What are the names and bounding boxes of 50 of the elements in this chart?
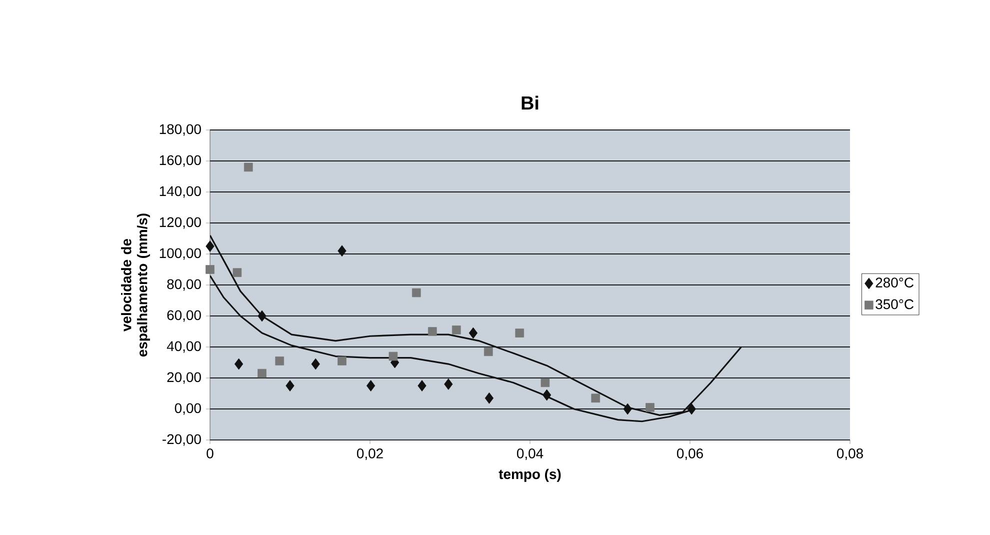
point xyxy=(286,380,294,392)
point xyxy=(542,389,552,401)
point xyxy=(623,403,632,415)
point xyxy=(687,403,696,415)
y-tick-label: 140,00 xyxy=(160,186,201,198)
point xyxy=(452,326,461,334)
x-axis-title: tempo (s) xyxy=(498,468,561,482)
y-tick-label: 60,00 xyxy=(167,310,201,322)
y-tick-label: 0,00 xyxy=(174,403,201,415)
legend-label: 350°C xyxy=(876,299,914,310)
y-tick-label: -20,00 xyxy=(162,434,201,446)
y-tick-label: 40,00 xyxy=(166,341,201,353)
point xyxy=(234,358,244,370)
point xyxy=(311,358,320,370)
y-tick-label: 180,00 xyxy=(160,124,201,136)
point xyxy=(244,162,253,172)
point xyxy=(338,356,346,366)
point xyxy=(515,328,524,338)
point xyxy=(275,356,284,366)
point xyxy=(484,392,494,404)
point xyxy=(428,327,437,336)
point xyxy=(206,240,214,252)
point xyxy=(258,310,266,322)
x-tick-label: 0 xyxy=(206,448,214,458)
point xyxy=(418,380,426,392)
y-tick-label: 80,00 xyxy=(167,279,201,291)
point xyxy=(388,352,398,361)
chart-title: Bi xyxy=(522,96,538,110)
point xyxy=(591,394,600,403)
point xyxy=(444,378,453,390)
y-tick-label: 120,00 xyxy=(160,217,201,229)
point xyxy=(484,347,493,356)
x-tick-label: 0,06 xyxy=(676,448,703,460)
point xyxy=(206,265,214,274)
point xyxy=(468,327,478,339)
y-tick-label: 20,00 xyxy=(167,372,201,384)
y-axis-title: velocidade de espalhamento (mm/s) xyxy=(121,214,150,357)
y-tick-label: 160,00 xyxy=(160,155,201,167)
point xyxy=(232,268,242,277)
x-tick-label: 0,08 xyxy=(836,448,863,460)
x-tick-label: 0,02 xyxy=(356,448,383,460)
point xyxy=(366,380,376,392)
point xyxy=(646,403,654,412)
x-tick-label: 0,04 xyxy=(516,448,544,460)
point xyxy=(338,245,346,257)
point xyxy=(412,288,421,298)
legend-label: 280°C xyxy=(876,278,914,288)
y-tick-label: 100,00 xyxy=(160,248,201,260)
point xyxy=(540,378,550,388)
point xyxy=(258,368,266,378)
